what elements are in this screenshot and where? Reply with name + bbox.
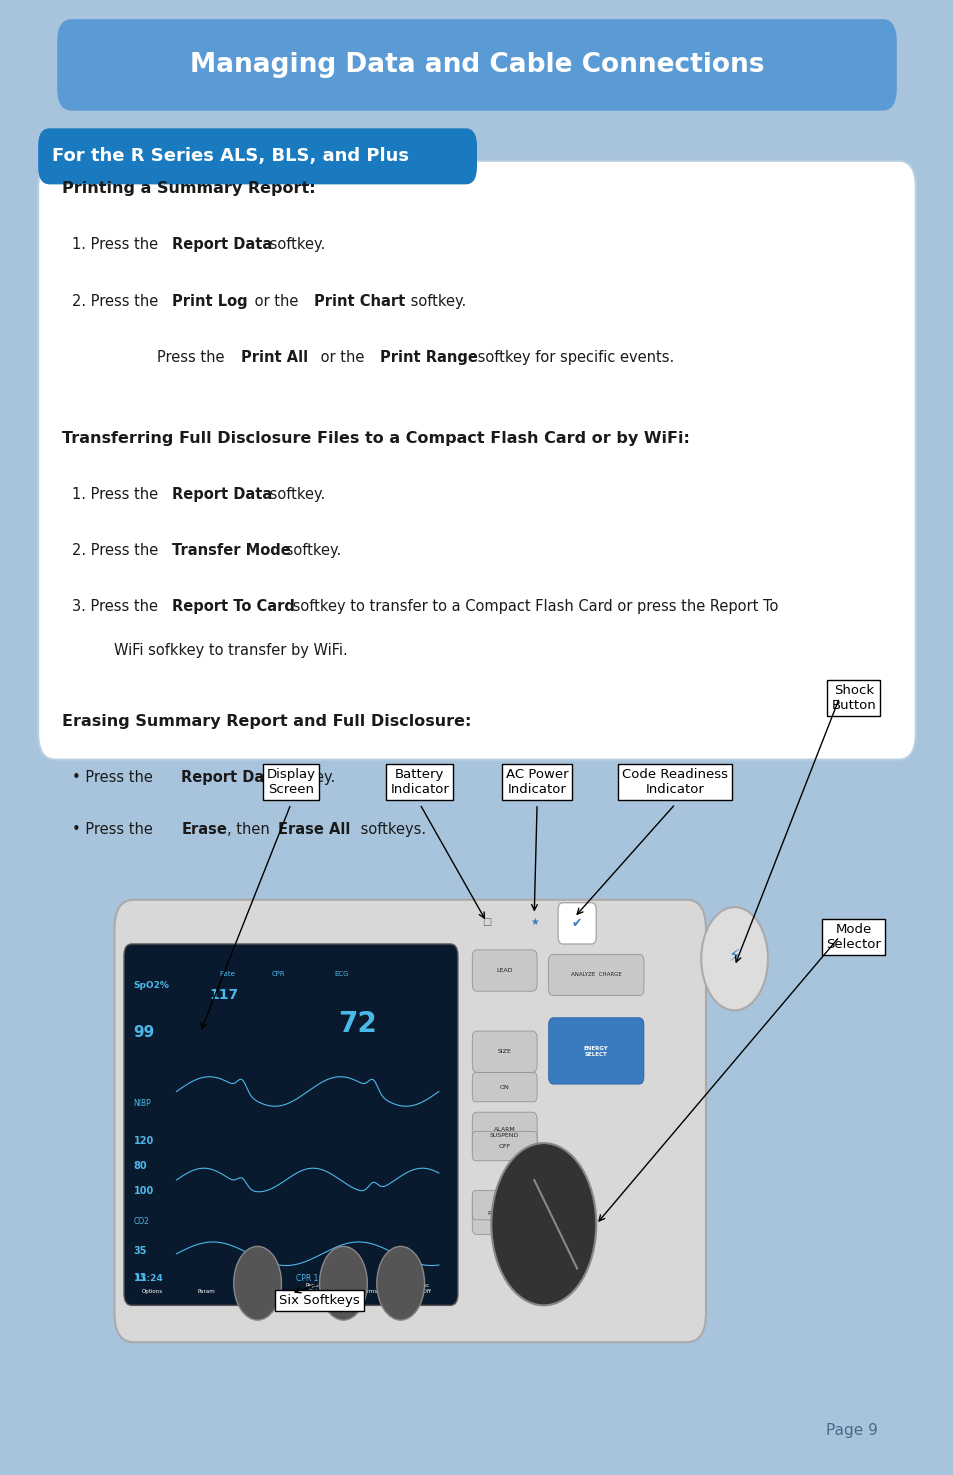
Text: softkey.: softkey. <box>265 237 325 252</box>
Text: Report Data: Report Data <box>181 770 281 785</box>
Text: Print All: Print All <box>241 350 308 364</box>
FancyBboxPatch shape <box>472 1193 537 1235</box>
Text: Page 9: Page 9 <box>825 1423 877 1438</box>
Text: ANALYZE  CHARGE: ANALYZE CHARGE <box>570 972 621 978</box>
Text: ⚡: ⚡ <box>728 947 740 965</box>
Text: CPR: CPR <box>272 971 285 976</box>
FancyBboxPatch shape <box>472 1031 537 1072</box>
Text: Press the: Press the <box>157 350 230 364</box>
Text: 80: 80 <box>133 1161 147 1171</box>
Text: , then: , then <box>227 822 274 836</box>
Text: SIZE: SIZE <box>497 1049 511 1055</box>
Text: Sync
On/Off: Sync On/Off <box>414 1283 432 1294</box>
Circle shape <box>491 1143 596 1305</box>
Circle shape <box>233 1246 281 1320</box>
Text: 35: 35 <box>133 1246 147 1257</box>
Text: ON: ON <box>499 1084 509 1090</box>
Text: Alarms: Alarms <box>359 1289 378 1294</box>
Text: Param: Param <box>197 1289 215 1294</box>
Text: 13: 13 <box>133 1273 147 1283</box>
Text: softkey.: softkey. <box>281 543 341 558</box>
Text: • Press the: • Press the <box>71 770 157 785</box>
FancyBboxPatch shape <box>472 1072 537 1102</box>
Text: CO2: CO2 <box>133 1217 150 1226</box>
Text: softkeys.: softkeys. <box>355 822 426 836</box>
Text: softkey.: softkey. <box>274 770 335 785</box>
Text: • Press the: • Press the <box>71 822 157 836</box>
Text: Mode
Selector: Mode Selector <box>825 923 881 950</box>
Text: Code
Marker: Code Marker <box>251 1283 270 1294</box>
Text: ALARM
SUSPEND: ALARM SUSPEND <box>490 1127 518 1139</box>
FancyBboxPatch shape <box>124 944 457 1305</box>
Text: 1. Press the: 1. Press the <box>71 487 162 502</box>
Text: Transfer Mode: Transfer Mode <box>172 543 290 558</box>
FancyBboxPatch shape <box>472 950 537 991</box>
Text: Options: Options <box>142 1289 163 1294</box>
Text: Erasing Summary Report and Full Disclosure:: Erasing Summary Report and Full Disclosu… <box>62 714 471 729</box>
Text: Erase: Erase <box>181 822 227 836</box>
Text: 11:24: 11:24 <box>133 1274 162 1283</box>
FancyBboxPatch shape <box>472 1112 537 1153</box>
Text: 117: 117 <box>210 988 239 1002</box>
Text: or the: or the <box>250 294 303 308</box>
Text: Transferring Full Disclosure Files to a Compact Flash Card or by WiFi:: Transferring Full Disclosure Files to a … <box>62 431 689 445</box>
Text: 2. Press the: 2. Press the <box>71 294 162 308</box>
Text: AC Power
Indicator: AC Power Indicator <box>505 768 568 795</box>
Text: softkey.: softkey. <box>406 294 466 308</box>
Text: Report Data: Report Data <box>172 237 272 252</box>
Text: 2. Press the: 2. Press the <box>71 543 162 558</box>
FancyBboxPatch shape <box>57 19 896 111</box>
Text: ECG: ECG <box>334 971 348 976</box>
Circle shape <box>700 907 767 1010</box>
Text: For the R Series ALS, BLS, and Plus: For the R Series ALS, BLS, and Plus <box>52 148 409 165</box>
FancyBboxPatch shape <box>114 900 705 1342</box>
Text: 99: 99 <box>133 1025 154 1040</box>
Text: Print Log: Print Log <box>172 294 247 308</box>
Text: NIBP: NIBP <box>133 1099 152 1108</box>
Text: OFF: OFF <box>498 1143 510 1149</box>
Text: ★: ★ <box>529 917 538 926</box>
Text: Print Chart: Print Chart <box>314 294 405 308</box>
Text: 3. Press the: 3. Press the <box>71 599 162 614</box>
Text: Managing Data and Cable Connections: Managing Data and Cable Connections <box>190 52 763 78</box>
Text: ✔: ✔ <box>571 917 582 929</box>
Text: softkey.: softkey. <box>265 487 325 502</box>
Text: Rate: Rate <box>219 971 235 976</box>
Text: 120: 120 <box>133 1136 153 1146</box>
Text: PACER: PACER <box>495 1202 514 1208</box>
Text: softkey for specific events.: softkey for specific events. <box>473 350 674 364</box>
Text: Six Softkeys: Six Softkeys <box>279 1295 359 1307</box>
Text: ENERGY
SELECT: ENERGY SELECT <box>583 1046 608 1058</box>
Text: Report
Data: Report Data <box>306 1283 323 1294</box>
Text: Print Range: Print Range <box>379 350 477 364</box>
Circle shape <box>376 1246 424 1320</box>
FancyBboxPatch shape <box>472 1131 537 1161</box>
Text: Erase All: Erase All <box>277 822 350 836</box>
Text: 1. Press the: 1. Press the <box>71 237 162 252</box>
Text: RECORDER: RECORDER <box>487 1211 521 1217</box>
Text: Display
Screen: Display Screen <box>266 768 315 795</box>
FancyBboxPatch shape <box>558 903 596 944</box>
Circle shape <box>319 1246 367 1320</box>
Text: 72: 72 <box>338 1010 376 1038</box>
Text: WiFi sofkkey to transfer by WiFi.: WiFi sofkkey to transfer by WiFi. <box>114 643 348 658</box>
Text: Code Readiness
Indicator: Code Readiness Indicator <box>621 768 728 795</box>
FancyBboxPatch shape <box>548 1018 643 1084</box>
Text: □: □ <box>481 917 491 926</box>
FancyBboxPatch shape <box>472 1190 537 1220</box>
Text: 100: 100 <box>133 1186 153 1196</box>
Text: Battery
Indicator: Battery Indicator <box>390 768 449 795</box>
Text: or the: or the <box>315 350 369 364</box>
Text: LEAD: LEAD <box>496 968 513 974</box>
FancyBboxPatch shape <box>548 954 643 996</box>
Text: softkey to transfer to a Compact Flash Card or press the Report To: softkey to transfer to a Compact Flash C… <box>288 599 778 614</box>
Text: SpO2%: SpO2% <box>133 981 170 990</box>
Text: Printing a Summary Report:: Printing a Summary Report: <box>62 181 315 196</box>
Text: Report Data: Report Data <box>172 487 272 502</box>
FancyBboxPatch shape <box>38 161 915 760</box>
Text: Report To Card: Report To Card <box>172 599 294 614</box>
Text: CPR 1:01: CPR 1:01 <box>295 1274 330 1283</box>
Text: Shock
Button: Shock Button <box>831 684 875 711</box>
FancyBboxPatch shape <box>38 128 476 184</box>
